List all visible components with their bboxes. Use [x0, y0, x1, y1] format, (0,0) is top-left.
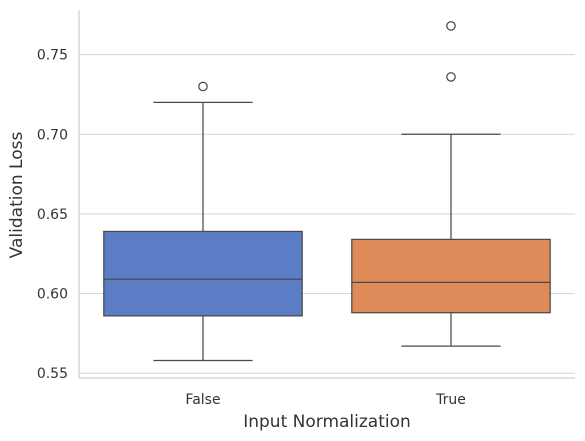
x-tick-label-1: True [435, 392, 466, 408]
outlier-point-1-0 [446, 72, 456, 82]
iqr-box-1 [351, 238, 551, 314]
iqr-box-0 [103, 230, 303, 317]
tick-labels: 0.55 0.60 0.65 0.70 0.75 False True [37, 48, 466, 408]
box-group-true [351, 21, 551, 347]
axes [78, 10, 575, 379]
x-axis-title: Input Normalization [243, 412, 411, 432]
outlier-point-1-1 [446, 21, 456, 31]
boxes [103, 21, 551, 362]
box-group-false [103, 81, 303, 362]
outlier-point-0-0 [198, 81, 208, 92]
y-tick-label-2: 0.65 [37, 207, 68, 223]
x-tick-label-0: False [185, 392, 220, 408]
y-tick-label-3: 0.70 [37, 127, 68, 143]
y-tick-label-1: 0.60 [37, 287, 68, 303]
y-tick-label-0: 0.55 [37, 366, 68, 382]
y-tick-label-4: 0.75 [37, 48, 68, 64]
y-axis-title: Validation Loss [7, 132, 27, 259]
